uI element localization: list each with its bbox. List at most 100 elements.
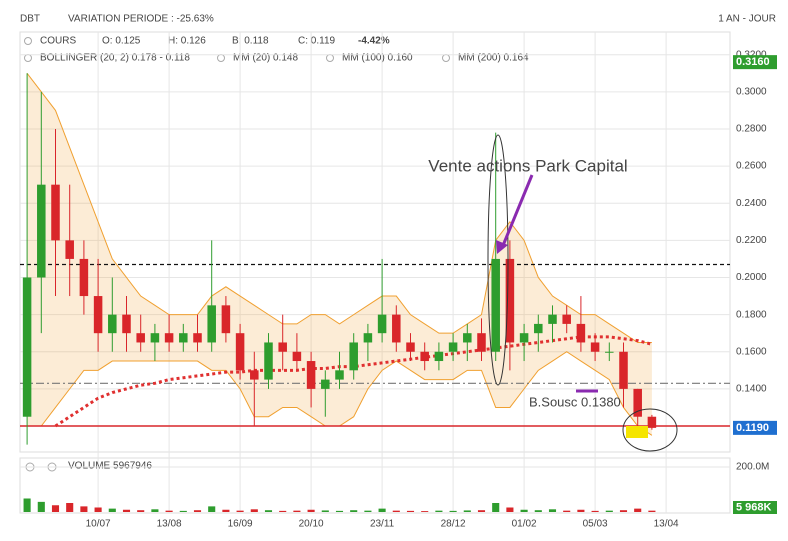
candle-body <box>406 342 415 352</box>
candle-body <box>221 305 231 334</box>
chart-title: DBT <box>20 14 40 25</box>
candle-body <box>392 314 401 343</box>
y-tick-label: 0.1600 <box>736 346 767 357</box>
volume-bar <box>492 503 500 512</box>
x-tick-label: 01/02 <box>512 519 537 530</box>
volume-legend: VOLUME 5967946 <box>68 461 152 472</box>
annotation-text: B.Sousc 0.1380 <box>529 394 621 409</box>
volume-bar <box>122 509 131 512</box>
volume-bar <box>605 510 613 512</box>
volume-bar <box>463 510 471 512</box>
candle-body <box>136 333 145 343</box>
candle-body <box>164 333 174 343</box>
quote-change: -4.42% <box>358 36 390 47</box>
volume-bar <box>264 510 273 512</box>
candle-body <box>590 342 600 352</box>
candle-body <box>250 370 259 380</box>
y-tick-label: 0.2000 <box>736 272 767 283</box>
price-marker <box>733 55 777 70</box>
annotation-text: Vente actions Park Capital <box>428 156 627 175</box>
candle-body <box>505 258 515 343</box>
volume-bar <box>80 506 88 512</box>
quote-item: C: 0.119 <box>298 36 335 47</box>
volume-bar <box>208 506 216 512</box>
volume-bar <box>406 510 415 512</box>
annotation-circle <box>622 408 678 452</box>
volume-marker <box>733 501 777 514</box>
y-tick-label: 0.2800 <box>736 124 767 135</box>
plot-frame <box>19 31 731 453</box>
volume-bar <box>293 510 301 512</box>
candle-body <box>306 361 316 389</box>
volume-marker-label: 5 968K <box>736 501 772 513</box>
volume-bar <box>548 509 557 512</box>
candle-body <box>448 342 458 352</box>
x-tick-label: 23/11 <box>370 519 395 530</box>
volume-bar <box>392 510 400 512</box>
period[interactable]: 1 AN - JOUR <box>718 14 776 25</box>
volume-bar <box>648 510 656 512</box>
candle-body <box>65 240 74 259</box>
volume-bar <box>151 509 159 512</box>
volume-bar <box>307 509 315 512</box>
chart-subtitle: VARIATION PERIODE : -25.63% <box>68 14 214 25</box>
volume-bar <box>165 510 173 512</box>
candle-body <box>93 296 103 334</box>
legend-entry: BOLLINGER (20, 2) 0.178 - 0.118 <box>40 53 190 64</box>
y-tick-label: 200.0M <box>736 462 769 473</box>
candle-body <box>37 184 46 278</box>
y-tick-label: 0.1800 <box>736 309 767 320</box>
volume-bar <box>23 498 31 512</box>
quote-name: COURS <box>40 36 76 47</box>
annotation-highlight <box>626 426 648 438</box>
volume-bar <box>534 510 542 512</box>
candle-body <box>235 333 245 371</box>
y-tick-label: 0.2400 <box>736 198 767 209</box>
candle-body <box>420 351 429 362</box>
candle-body <box>534 323 543 334</box>
candle-body <box>363 333 373 343</box>
x-tick-label: 13/04 <box>654 519 679 530</box>
y-tick-label: 0.3200 <box>736 49 767 60</box>
x-tick-label: 10/07 <box>86 519 111 530</box>
x-tick-label: 05/03 <box>583 519 608 530</box>
volume-bar <box>506 507 514 512</box>
candle-body <box>647 416 657 428</box>
bollinger-upper <box>26 72 652 343</box>
volume-bar <box>94 507 102 512</box>
candle-body <box>193 333 202 343</box>
volume-bar <box>66 503 74 512</box>
volume-bar <box>449 510 457 512</box>
candle-body <box>335 370 344 380</box>
volume-bar <box>236 510 244 512</box>
candle-body <box>51 184 60 241</box>
legend-entry: MM (200) 0.164 <box>458 53 529 64</box>
volume-bar <box>37 501 45 512</box>
candle-body <box>349 342 358 371</box>
x-tick-label: 16/09 <box>228 519 253 530</box>
price-marker-label: 0.3160 <box>736 56 770 68</box>
annotation-arrow <box>500 174 534 249</box>
volume-bar <box>634 508 642 512</box>
volume-bar <box>378 508 386 512</box>
candle-body <box>150 333 160 343</box>
candle-body <box>619 351 628 389</box>
candle-body <box>463 333 472 343</box>
volume-bar <box>321 510 329 512</box>
volume-bar <box>108 508 116 512</box>
price-marker-label: 0.1190 <box>736 422 769 434</box>
volume-bar <box>364 510 372 512</box>
candle-body <box>278 342 287 352</box>
candle-body <box>477 333 486 352</box>
legend-entry: MM (100) 0.160 <box>342 53 413 64</box>
volume-frame <box>19 457 731 514</box>
y-tick-label: 0.1400 <box>736 384 767 395</box>
candle-body <box>207 305 216 343</box>
volume-bar <box>279 510 287 512</box>
annotation-arrowhead <box>496 240 508 254</box>
candle-body <box>434 351 444 362</box>
volume-bar <box>222 509 230 512</box>
candle-body <box>519 333 529 343</box>
candle-body <box>576 323 586 343</box>
